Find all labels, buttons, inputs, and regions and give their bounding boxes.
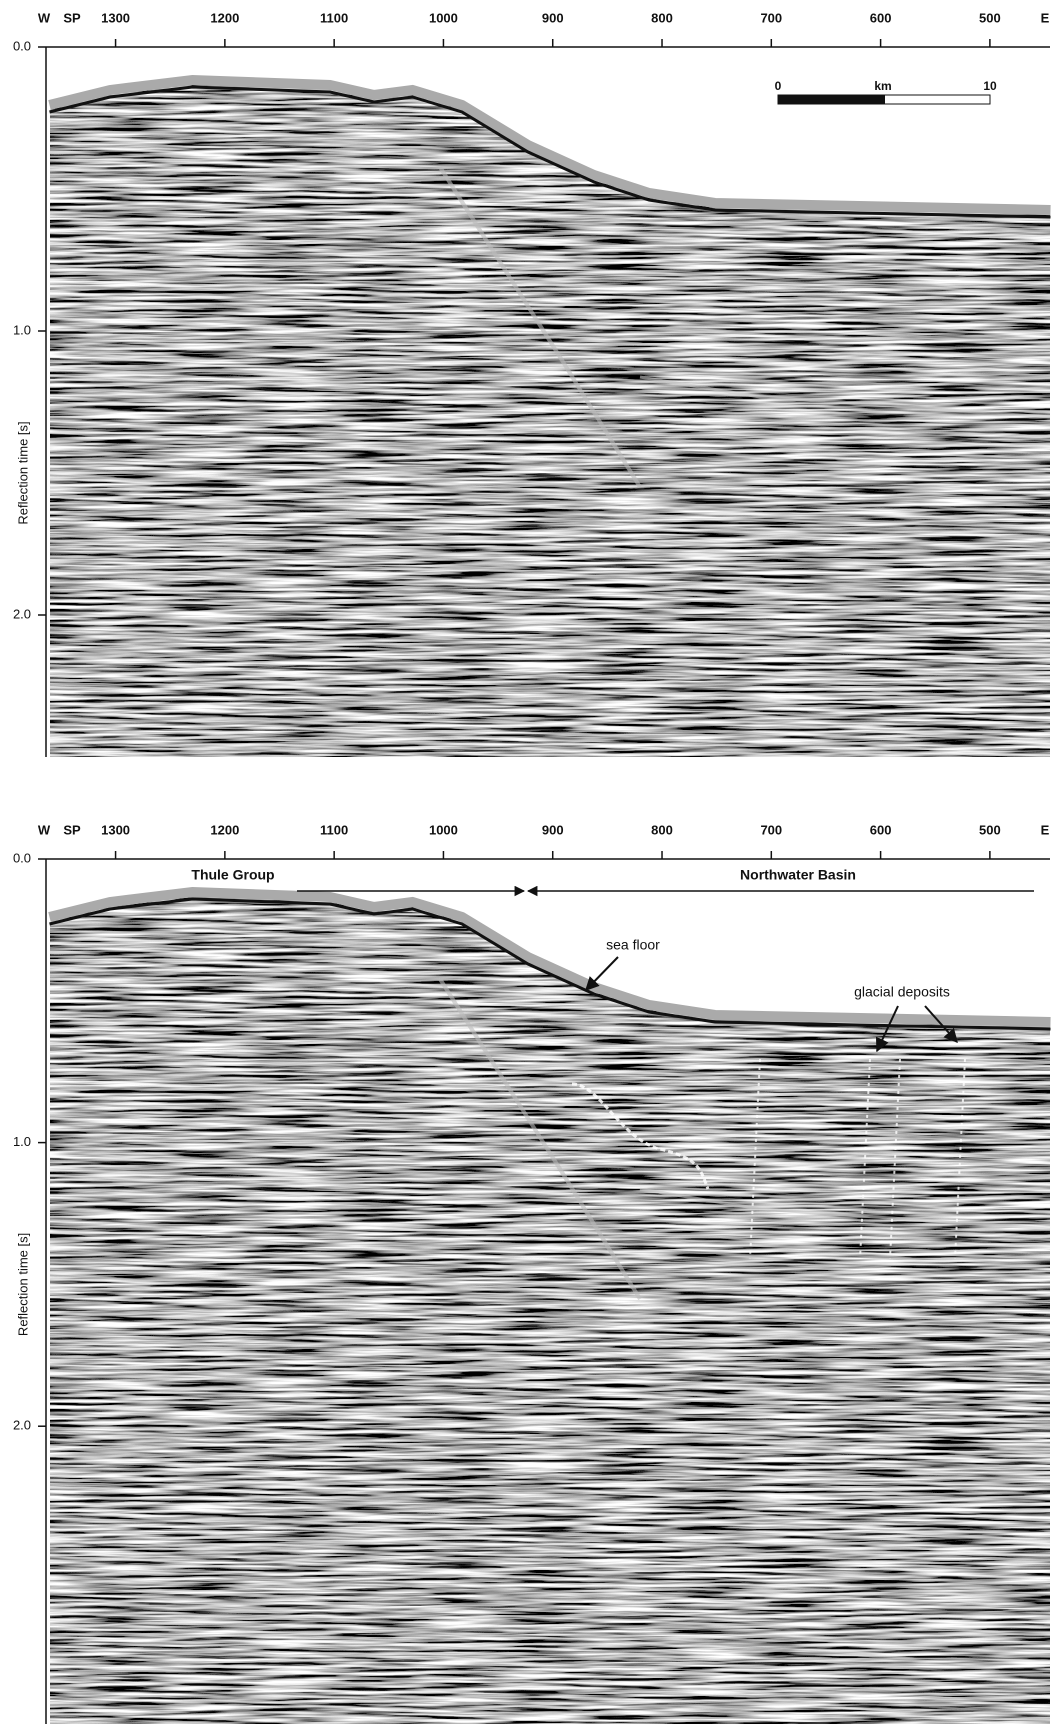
northwater-basin-label: Northwater Basin	[740, 867, 856, 883]
x-tick-label: 1000	[429, 10, 458, 25]
scale-unit: km	[874, 79, 891, 93]
sea-floor-arrow	[585, 956, 619, 992]
basin-base-reflector	[639, 1187, 1051, 1231]
east-label: E	[1041, 10, 1050, 25]
seismic-panel	[48, 47, 1051, 757]
interpreted-fault	[954, 1058, 966, 1260]
scale-start: 0	[775, 79, 782, 93]
x-tick-label: 1100	[320, 822, 348, 837]
glacial-deposits-label: glacial deposits	[854, 984, 950, 1000]
y-tick-label: 2.0	[13, 606, 31, 621]
x-tick-label: 1300	[101, 10, 130, 25]
sea-floor-halo	[48, 74, 1051, 215]
sp-label: SP	[63, 10, 81, 25]
west-label: W	[38, 822, 51, 837]
y-tick-label: 1.0	[13, 1134, 31, 1149]
x-tick-label: 800	[651, 10, 673, 25]
water-column	[49, 47, 1051, 215]
basin-base-reflector	[639, 375, 1051, 419]
x-tick-label: 1200	[210, 10, 239, 25]
glacial-arrow-2	[924, 1005, 958, 1044]
sea-floor-halo	[48, 886, 1051, 1027]
x-tick-label: 700	[760, 10, 782, 25]
seismic-panel	[48, 859, 1051, 1724]
scale-bar-fill	[778, 95, 885, 104]
sea-floor-reflector	[49, 85, 1051, 219]
x-tick-label: 1300	[101, 822, 130, 837]
x-tick-label: 900	[542, 822, 564, 837]
scale-end: 10	[983, 79, 997, 93]
x-tick-label: 1000	[429, 822, 458, 837]
interpreted-horizon	[571, 1082, 710, 1190]
east-label: E	[1041, 822, 1050, 837]
water-column	[49, 859, 1051, 1027]
y-axis-label: Reflection time [s]	[15, 421, 30, 524]
y-axis-label: Reflection time [s]	[15, 1233, 30, 1336]
x-tick-label: 500	[979, 10, 1001, 25]
dipping-reflector	[438, 165, 642, 489]
sp-label: SP	[63, 822, 81, 837]
x-tick-label: 600	[870, 10, 892, 25]
sea-floor-label: sea floor	[606, 937, 660, 953]
interpreted-fault	[749, 1058, 761, 1260]
x-tick-label: 800	[651, 822, 673, 837]
x-tick-label: 600	[870, 822, 892, 837]
interpreted-fault	[859, 1058, 871, 1260]
dipping-reflector	[438, 977, 642, 1301]
x-tick-label: 1100	[320, 10, 348, 25]
x-tick-label: 1200	[210, 822, 239, 837]
y-tick-label: 0.0	[13, 38, 31, 53]
x-tick-label: 900	[542, 10, 564, 25]
sea-floor-reflector	[49, 897, 1051, 1031]
y-tick-label: 1.0	[13, 322, 31, 337]
glacial-arrow-1	[875, 1005, 899, 1053]
thule-group-label: Thule Group	[191, 867, 274, 883]
x-tick-label: 700	[760, 822, 782, 837]
y-tick-label: 0.0	[13, 850, 31, 865]
west-label: W	[38, 10, 51, 25]
y-tick-label: 2.0	[13, 1418, 31, 1433]
x-tick-label: 500	[979, 822, 1001, 837]
interpreted-fault	[889, 1058, 901, 1260]
